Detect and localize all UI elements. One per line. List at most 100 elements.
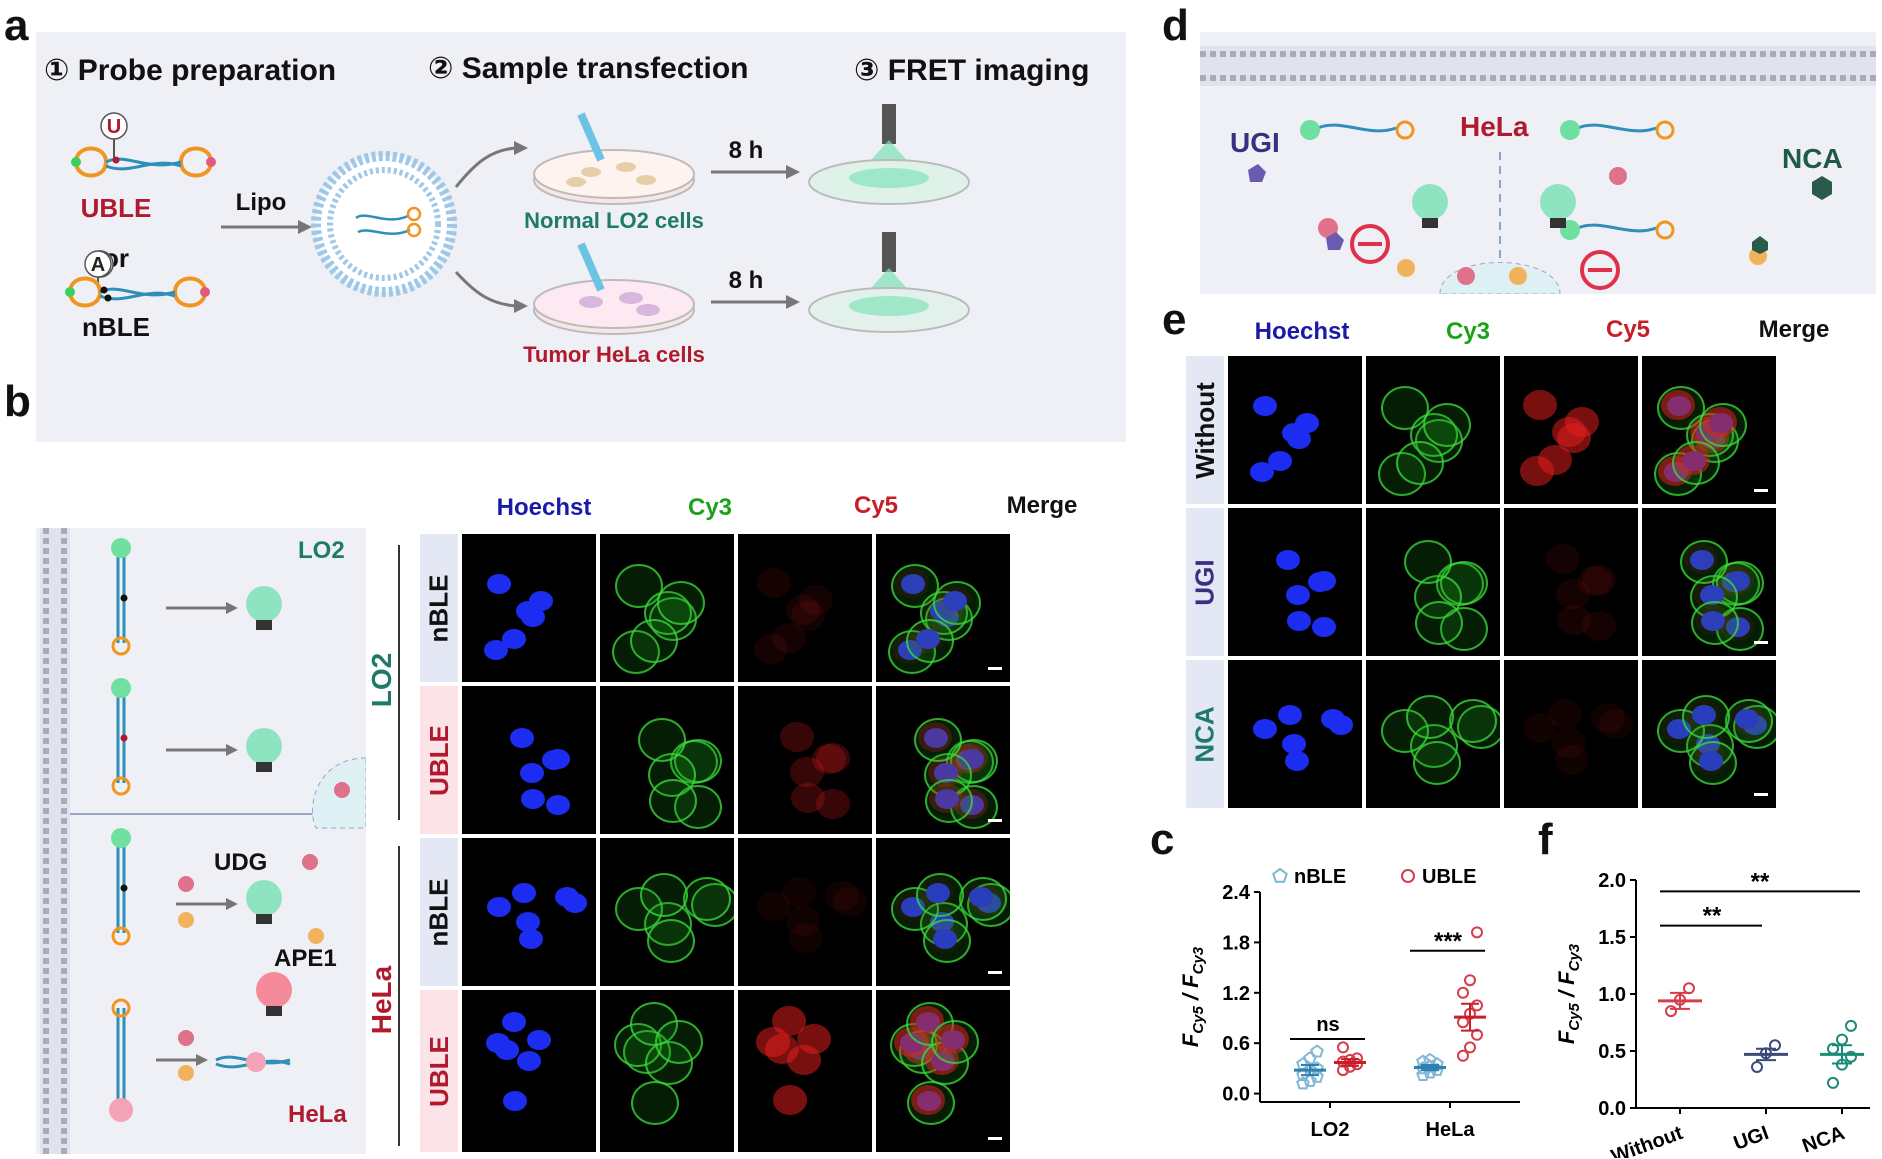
liposome-icon [311,151,457,297]
nble-probe-full: A [65,250,210,308]
block-icon-right [1580,250,1620,290]
data-point-UBLE-HeLa [1464,1041,1476,1054]
panel-b-hela-nble-cy5-tile [738,838,872,986]
x-tick-label-Without: Without [1608,1122,1686,1158]
panel-e-col-merge: Merge [1758,316,1830,343]
tumor-cells-label: Tumor HeLa cells [523,342,705,367]
panel-b-lo2-uble-cy5-tile [738,686,872,834]
panel-e-nca-cy3-tile [1366,660,1500,808]
y-tick-label: 2.0 [1598,870,1626,892]
uble-probe-icon: U [71,112,216,178]
panel-e-ugi-merge-tile [1642,508,1776,656]
chart-c: 0.0 0.6 1.2 1.8 2.4 FCy5 / FCy3 LO2 HeLa nBLE UBL… [1178,866,1520,1141]
lo2-label: LO2 [298,537,345,564]
step2-heading: ② Sample transfection [428,52,748,85]
panel-label-f: f [1538,815,1553,864]
block-icon-left [1350,224,1390,264]
panel-b-lo2-uble-hoechst-tile [462,686,596,834]
y-tick-label: 1.2 [1222,983,1250,1005]
panel-b-group-hela: HeLa [366,965,397,1035]
data-point-NCA [1836,1033,1848,1046]
panel-e-nca-cy5-tile [1504,660,1638,808]
y-tick-label: 1.5 [1598,927,1626,949]
probe-lo2-2-icon [111,678,131,796]
panel-b-col-cy5: Cy5 [853,492,899,519]
panel-b-hela-uble-cy5-tile [738,990,872,1152]
panel-e-col-hoechst: Hoechst [1254,318,1350,345]
data-point-nBLE-LO2 [1303,1073,1317,1087]
data-point-UBLE-HeLa [1464,974,1476,987]
panel-b-hela-nble-hoechst-tile [462,838,596,986]
panel-b-lo2-nble-cy3-tile [600,534,734,682]
panel-a-illustration: ① Probe preparation ② Sample transfectio… [44,52,1089,367]
fret-imaging-bottom-icon [808,232,970,333]
x-tick-label-NCA: NCA [1799,1122,1847,1157]
data-point-UBLE-HeLa [1457,986,1469,999]
panel-label-c: c [1150,815,1175,864]
panel-e-nca-merge-tile [1642,660,1776,808]
probe-hela-2-icon [109,998,133,1122]
data-point-nBLE-LO2 [1310,1044,1324,1058]
data-point-UBLE-HeLa [1471,926,1483,939]
panel-label-a: a [4,1,29,50]
panel-b-group-lo2: LO2 [366,652,397,708]
panel-b-hela-nble-cy3-tile [600,838,734,986]
hela-label: HeLa [288,1101,347,1128]
time-top-label: 8 h [729,137,764,164]
panel-e-row-ugi: UGI [1186,508,1224,656]
panel-b-row-uble-lo2: UBLE [420,686,458,834]
step1-heading: ① Probe preparation [44,54,336,87]
data-point-UGI [1751,1060,1763,1073]
panel-b-illustration: LO2 UDG [40,528,367,1154]
x-tick-label: HeLa [1426,1119,1476,1141]
panel-b-hela-uble-cy3-tile [600,990,734,1152]
lipo-label: Lipo [236,189,287,216]
udg-label: UDG [214,849,267,876]
panel-label-e: e [1162,295,1187,344]
ugi-label: UGI [1230,127,1280,158]
panel-b-lo2-uble-merge-tile [876,686,1010,834]
x-tick-label: LO2 [1311,1119,1350,1141]
data-point-UBLE-LO2 [1337,1041,1349,1054]
panel-a-schematic: ① Probe preparation ② Sample transfectio… [36,32,1126,442]
panel-e-ugi-hoechst-tile [1228,508,1362,656]
panel-label-d: d [1162,1,1189,50]
panel-label-b: b [4,377,31,426]
probe-lo2-1-icon [111,538,131,656]
data-point-UBLE-HeLa [1457,1016,1469,1029]
data-point-NCA [1827,1076,1839,1089]
y-tick-label: 1.8 [1222,932,1250,954]
bulb-green-2-icon [246,728,282,772]
ape1-label: APE1 [274,945,337,972]
data-point-UBLE-HeLa [1471,999,1483,1012]
y-axis-label: FCy5 / FCy3 [1554,943,1583,1044]
panel-e-ugi-cy3-tile [1366,508,1500,656]
data-point-UGI [1769,1039,1781,1052]
data-point-Without [1683,982,1695,995]
bulb-green-1-icon [246,586,282,630]
step3-heading: ③ FRET imaging [854,54,1089,87]
panel-e-nca-hoechst-tile [1228,660,1362,808]
panel-d-schematic: UGI HeLa NCA [1200,32,1876,295]
data-point-NCA [1845,1050,1857,1063]
panel-b-hela-uble-merge-tile [876,990,1010,1152]
probe-d-left-icon [1300,120,1415,140]
y-tick-label: 0.0 [1598,1098,1626,1120]
panel-b-lo2-nble-merge-tile [876,534,1010,682]
x-tick-label-UGI: UGI [1731,1122,1772,1155]
cell-membrane-icon [40,528,70,1154]
membrane-d-icon [1200,46,1876,86]
bulb-d-left-icon [1412,184,1448,228]
panel-b-col-hoechst: Hoechst [496,494,592,521]
data-point-NCA [1845,1019,1857,1032]
sig-label-hela: *** [1434,928,1463,955]
bulb-green-3-icon [246,880,282,924]
panel-b-lo2-nble-cy5-tile [738,534,872,682]
panel-e-without-cy5-tile [1504,356,1638,504]
sig-label-lo2: ns [1316,1014,1339,1036]
legend-label-nble: nBLE [1294,866,1346,888]
petri-dish-lo2-icon [533,112,695,205]
chart-f: 0.0 0.5 1.0 1.5 2.0 FCy5 / FCy3 Without UGI NCA *… [1554,868,1870,1158]
y-axis-label: FCy5 / FCy3 [1178,946,1207,1047]
panel-e-col-cy3: Cy3 [1445,318,1491,345]
